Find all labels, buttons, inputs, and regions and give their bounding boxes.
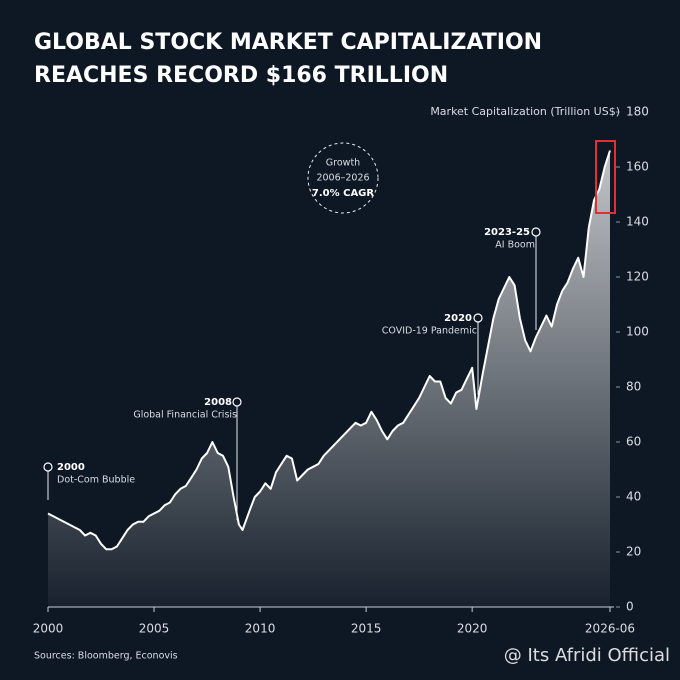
annotation-marker bbox=[531, 227, 541, 237]
y-tick-label: 120 bbox=[626, 270, 649, 284]
annotation-marker bbox=[232, 397, 242, 407]
annotation-title: 2023-25 bbox=[484, 227, 530, 238]
y-tick-label: 160 bbox=[626, 160, 649, 174]
annotation-marker bbox=[43, 462, 53, 472]
y-tick-label: 0 bbox=[626, 600, 634, 614]
chart-title: GLOBAL STOCK MARKET CAPITALIZATION bbox=[34, 30, 542, 55]
y-tick-label: 20 bbox=[626, 545, 641, 559]
annotation-marker bbox=[473, 313, 483, 323]
y-tick-label: 40 bbox=[626, 490, 641, 504]
x-tick-label: 2026-06 bbox=[585, 622, 635, 636]
y-tick-label: 140 bbox=[626, 215, 649, 229]
y-tick-label: 100 bbox=[626, 325, 649, 339]
annotation-title: 2008 bbox=[204, 397, 232, 408]
x-tick-label: 2000 bbox=[33, 622, 64, 636]
growth-text: Growth bbox=[326, 158, 360, 169]
highlight-box bbox=[595, 140, 616, 214]
watermark: @ Its Afridi Official bbox=[504, 645, 670, 666]
annotation-title: 2020 bbox=[444, 313, 472, 324]
x-tick-label: 2015 bbox=[351, 622, 382, 636]
growth-badge bbox=[307, 142, 379, 214]
x-tick-label: 2020 bbox=[457, 622, 488, 636]
y-tick-label: 60 bbox=[626, 435, 641, 449]
annotation-text: Global Financial Crisis bbox=[133, 410, 237, 421]
growth-text: 2006–2026 bbox=[316, 173, 369, 184]
growth-text: 7.0% CAGR bbox=[312, 188, 375, 199]
line bbox=[47, 150, 611, 551]
source: Sources: Bloomberg, Econovis bbox=[34, 651, 178, 662]
annotation-title: 2000 bbox=[57, 462, 85, 473]
annotation-text: COVID-19 Pandemic bbox=[382, 326, 477, 337]
annotation-text: AI Boom bbox=[495, 240, 535, 251]
x-tick-label: 2005 bbox=[139, 622, 170, 636]
annotation-text: Dot-Com Bubble bbox=[57, 475, 135, 486]
y-tick-label: 180 bbox=[626, 105, 649, 119]
x-tick-label: 2010 bbox=[245, 622, 276, 636]
area bbox=[48, 150, 610, 607]
y-axis-title: Market Capitalization (Trillion US$) bbox=[430, 105, 620, 118]
chart-title: REACHES RECORD $166 TRILLION bbox=[34, 63, 448, 88]
y-tick-label: 80 bbox=[626, 380, 641, 394]
